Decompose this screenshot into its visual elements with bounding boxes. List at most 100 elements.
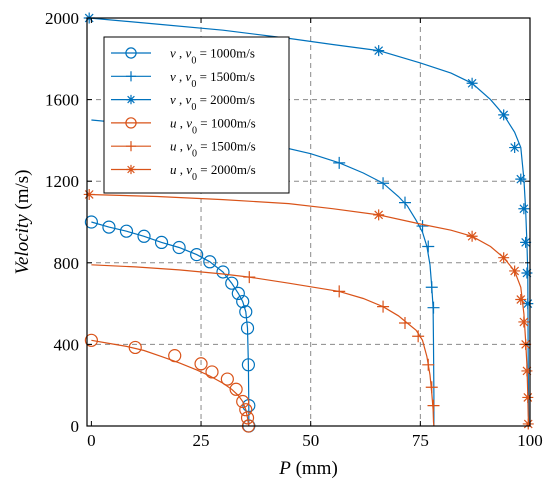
data-point: [128, 340, 142, 355]
data-point: [102, 220, 116, 234]
legend-marker: [125, 141, 137, 152]
data-point: [84, 333, 98, 347]
data-point: [509, 265, 521, 277]
data-point: [521, 365, 533, 377]
x-axis-label: P (mm): [278, 458, 338, 479]
data-point: [422, 240, 435, 253]
data-point: [241, 358, 256, 372]
data-point: [239, 403, 253, 417]
legend-label: v , v0 = 1500m/s: [170, 69, 255, 90]
data-point: [518, 203, 530, 215]
legend-marker: [125, 47, 137, 59]
data-point: [205, 365, 219, 379]
data-point: [240, 411, 255, 425]
legend-item: v , v0 = 2000m/s: [111, 92, 255, 113]
legend-label: v , v0 = 1000m/s: [170, 46, 255, 67]
series-line: [91, 264, 435, 427]
data-point: [83, 188, 95, 200]
data-point: [427, 301, 440, 314]
data-point: [498, 252, 510, 264]
data-point: [427, 399, 440, 412]
series-layer: [83, 12, 534, 433]
data-point: [398, 316, 411, 329]
data-point: [522, 298, 534, 310]
data-point: [194, 357, 208, 371]
legend-label: v , v0 = 2000m/s: [170, 92, 255, 113]
data-point: [425, 381, 438, 394]
series-line: [91, 339, 250, 427]
legend-marker: [125, 117, 137, 129]
legend-marker: [126, 164, 136, 175]
data-point: [412, 330, 425, 343]
legend-label: u , v0 = 1000m/s: [170, 115, 256, 135]
data-point: [377, 177, 390, 190]
data-point: [422, 358, 435, 371]
data-point: [373, 45, 385, 57]
data-point: [522, 391, 534, 403]
data-point: [236, 394, 250, 409]
data-point: [373, 209, 385, 221]
data-point: [498, 109, 510, 121]
x-tick-label: 0: [87, 431, 96, 450]
axis-ticks: 0 25 50 75 100 0 400 800 1200 1600 2000: [45, 9, 543, 450]
series-u-4: [84, 333, 256, 433]
data-point: [119, 224, 134, 238]
legend-label: u , v0 = 1500m/s: [170, 139, 256, 160]
series-line: [91, 221, 250, 426]
y-tick-label: 1600: [45, 91, 79, 110]
y-tick-label: 800: [54, 254, 80, 273]
data-point: [239, 305, 253, 319]
series-line: [89, 193, 530, 427]
legend-box: [103, 36, 290, 194]
data-point: [333, 285, 346, 298]
data-point: [466, 230, 478, 242]
legend-item: u , v0 = 1500m/s: [111, 139, 256, 160]
data-point: [333, 156, 346, 169]
legend-label: u , v0 = 2000m/s: [170, 162, 256, 183]
legend-item: v , v0 = 1000m/s: [111, 46, 255, 67]
data-point: [466, 77, 478, 89]
data-point: [190, 248, 204, 262]
data-point: [220, 372, 234, 386]
data-point: [240, 321, 255, 335]
data-point: [154, 235, 169, 249]
data-point: [216, 265, 230, 279]
legend: v , v0 = 1000m/sv , v0 = 1500m/sv , v0 =…: [103, 36, 290, 194]
legend-marker: [125, 71, 137, 82]
data-point: [137, 229, 151, 243]
legend-marker: [126, 94, 136, 105]
data-point: [377, 300, 390, 313]
y-axis-label: Velocity (m/s): [12, 170, 33, 275]
data-point: [231, 286, 245, 300]
data-point: [416, 220, 429, 233]
data-point: [515, 294, 527, 306]
x-tick-label: 50: [302, 431, 319, 450]
x-tick-label: 25: [193, 431, 210, 450]
y-tick-label: 0: [71, 417, 80, 436]
data-point: [229, 382, 243, 396]
data-point: [225, 276, 239, 290]
x-tick-label: 75: [412, 431, 429, 450]
data-point: [84, 215, 98, 229]
data-point: [522, 418, 534, 430]
data-point: [203, 255, 217, 269]
data-point: [515, 173, 527, 185]
data-point: [172, 240, 186, 255]
data-point: [398, 196, 411, 209]
legend-item: u , v0 = 2000m/s: [111, 162, 256, 183]
y-tick-label: 2000: [45, 9, 79, 28]
legend-item: v , v0 = 1500m/s: [111, 69, 255, 90]
data-point: [509, 142, 521, 154]
legend-item: u , v0 = 1000m/s: [111, 115, 256, 136]
data-point: [243, 271, 256, 284]
data-point: [236, 294, 250, 309]
series-u-5: [91, 264, 440, 427]
data-point: [168, 349, 182, 363]
plot-frame: [86, 17, 531, 427]
data-point: [520, 236, 532, 248]
data-point: [518, 316, 530, 328]
data-point: [425, 281, 438, 294]
y-tick-label: 400: [54, 335, 80, 354]
series-v-1: [84, 215, 256, 433]
